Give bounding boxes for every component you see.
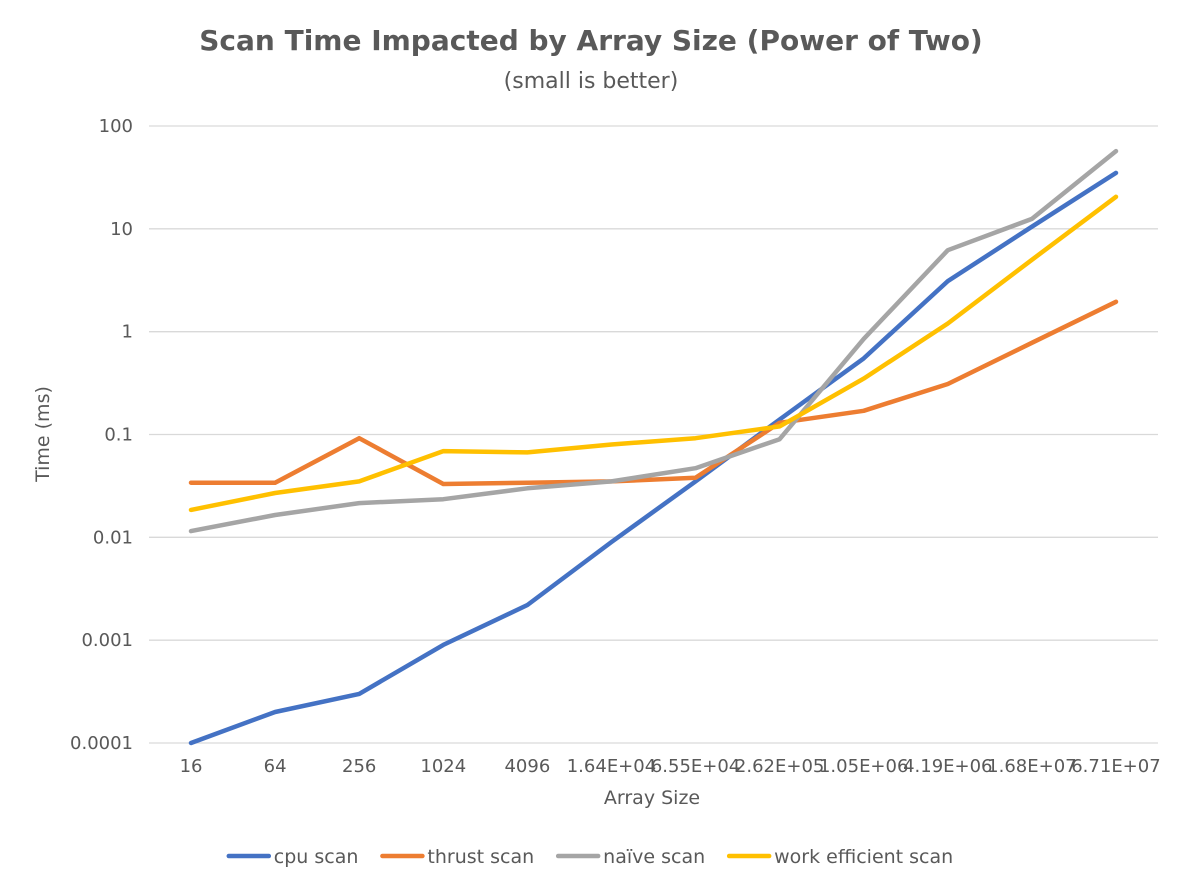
- x-axis-label: Array Size: [604, 787, 700, 809]
- y-tick-label: 0.1: [104, 425, 133, 446]
- x-tick-label: 1.68E+07: [987, 756, 1076, 777]
- series-line: [188, 148, 1119, 534]
- series-line: [188, 194, 1119, 513]
- legend-label: naïve scan: [603, 846, 705, 868]
- legend: cpu scan thrust scan naïve scan work effici…: [226, 846, 953, 868]
- y-tick-label: 0.0001: [70, 733, 133, 754]
- chart-title: Scan Time Impacted by Array Size (Power …: [199, 24, 982, 57]
- x-tick-label: 4.19E+06: [903, 756, 992, 777]
- x-tick-label: 256: [342, 756, 376, 777]
- series-line: [188, 299, 1119, 487]
- chart-subtitle: (small is better): [504, 69, 679, 94]
- x-tick-label: 1.05E+06: [819, 756, 908, 777]
- x-tick-label: 6.55E+04: [651, 756, 740, 777]
- x-tick-label: 6.71E+07: [1071, 756, 1160, 777]
- x-tick-label: 1.64E+04: [567, 756, 656, 777]
- x-tick-label: 16: [180, 756, 203, 777]
- y-axis-ticks: 100 10 1 0.1 0.01 0.001 0.0001: [70, 116, 133, 754]
- x-tick-label: 64: [264, 756, 287, 777]
- x-tick-label: 1024: [420, 756, 466, 777]
- x-tick-label: 4096: [504, 756, 550, 777]
- y-tick-label: 10: [110, 219, 133, 240]
- legend-label: cpu scan: [274, 846, 359, 868]
- x-axis-ticks: 16 64 256 1024 4096 1.64E+046.55E+042.62E+051…: [180, 756, 1161, 777]
- y-axis-label: Time (ms): [32, 386, 54, 483]
- series-line: [188, 170, 1119, 746]
- gridlines: [149, 125, 1158, 744]
- series-lines: [188, 148, 1119, 746]
- y-tick-label: 0.01: [93, 527, 133, 548]
- y-tick-label: 0.001: [81, 630, 133, 651]
- y-tick-label: 1: [122, 322, 133, 343]
- x-tick-label: 2.62E+05: [735, 756, 824, 777]
- y-tick-label: 100: [99, 116, 133, 137]
- legend-label: work efficient scan: [774, 846, 953, 868]
- legend-label: thrust scan: [427, 846, 534, 868]
